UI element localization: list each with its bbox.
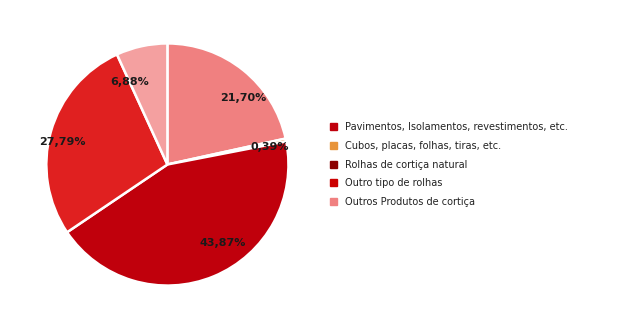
Text: 0,39%: 0,39% bbox=[250, 142, 289, 152]
Wedge shape bbox=[67, 141, 288, 286]
Wedge shape bbox=[167, 139, 286, 164]
Wedge shape bbox=[46, 54, 167, 232]
Wedge shape bbox=[117, 43, 167, 164]
Text: 27,79%: 27,79% bbox=[39, 137, 86, 147]
Text: 43,87%: 43,87% bbox=[200, 238, 246, 248]
Text: 21,70%: 21,70% bbox=[221, 93, 267, 103]
Text: 6,88%: 6,88% bbox=[110, 77, 149, 87]
Wedge shape bbox=[167, 43, 286, 164]
Legend: Pavimentos, Isolamentos, revestimentos, etc., Cubos, placas, folhas, tiras, etc.: Pavimentos, Isolamentos, revestimentos, … bbox=[327, 119, 570, 210]
